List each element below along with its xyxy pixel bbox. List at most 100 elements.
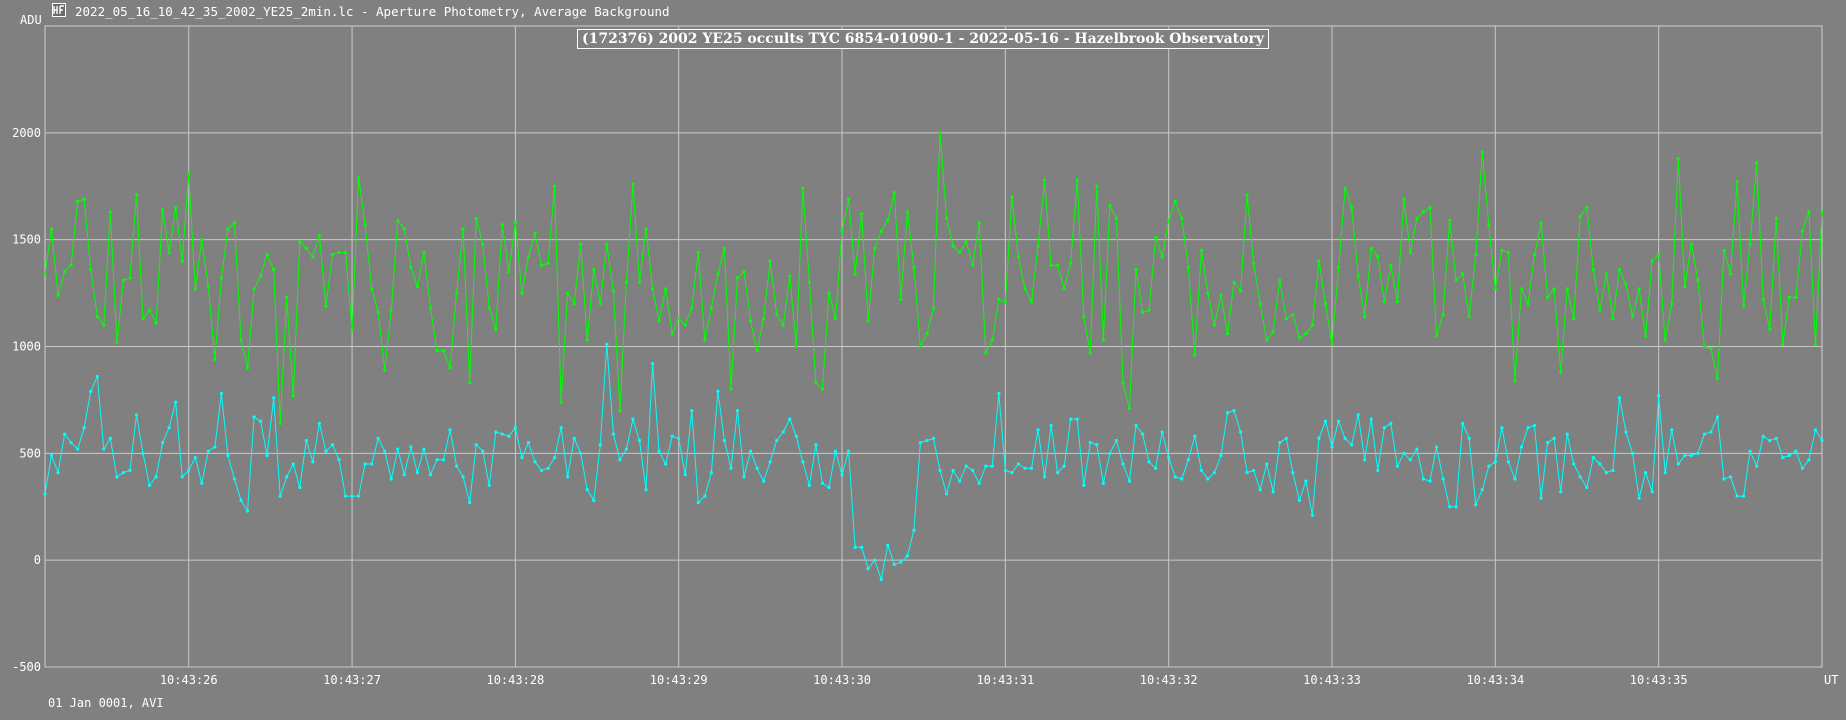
data-point <box>709 470 713 475</box>
data-point <box>1147 308 1151 312</box>
data-point <box>775 438 779 443</box>
data-point <box>762 317 766 321</box>
data-point <box>324 449 328 453</box>
data-point <box>683 323 687 327</box>
data-point <box>781 323 785 327</box>
data-point <box>1487 464 1491 468</box>
data-point <box>1787 453 1791 458</box>
data-point <box>1363 458 1367 462</box>
data-point <box>1696 278 1700 282</box>
data-point <box>370 287 374 291</box>
data-point <box>722 246 727 250</box>
data-point <box>1604 470 1609 475</box>
data-point <box>1728 475 1733 479</box>
data-point <box>350 494 354 498</box>
data-point <box>775 312 779 317</box>
data-point <box>1238 430 1243 434</box>
data-point <box>1323 302 1328 306</box>
data-point <box>1421 477 1426 481</box>
data-point <box>1010 470 1014 475</box>
data-point <box>1689 453 1693 458</box>
window-title: 2022_05_16_10_42_35_2002_YE25_2min.lc - … <box>75 4 670 19</box>
data-point <box>415 470 419 475</box>
data-point <box>1271 490 1275 494</box>
data-point <box>147 308 152 312</box>
data-point <box>1121 381 1125 385</box>
data-point <box>1454 278 1458 282</box>
data-point <box>709 306 713 310</box>
data-point <box>572 302 576 306</box>
data-point <box>1735 180 1739 184</box>
data-point <box>141 451 145 455</box>
data-point <box>330 443 335 447</box>
data-point <box>102 323 106 327</box>
y-tick-label: 2000 <box>12 126 41 140</box>
y-tick-label: 1500 <box>12 233 41 247</box>
data-point <box>566 475 570 479</box>
data-point <box>376 310 380 314</box>
data-point <box>1108 203 1112 208</box>
data-point <box>1572 462 1576 466</box>
data-point <box>559 426 563 430</box>
data-point <box>1382 300 1386 304</box>
data-point <box>611 432 615 436</box>
data-point <box>1428 479 1432 483</box>
data-point <box>1794 449 1798 453</box>
data-point <box>592 498 596 502</box>
data-point <box>82 197 86 201</box>
data-point <box>1585 206 1589 210</box>
data-point <box>1095 443 1099 447</box>
data-point <box>396 218 400 223</box>
data-point <box>592 267 596 272</box>
data-point <box>971 468 975 473</box>
data-point <box>1069 417 1073 421</box>
data-point <box>337 458 341 462</box>
data-point <box>1591 456 1595 460</box>
data-point <box>350 327 354 332</box>
data-point <box>716 272 720 276</box>
data-point <box>317 233 321 237</box>
data-point <box>1696 451 1700 455</box>
data-point <box>1036 244 1040 248</box>
data-point <box>690 409 694 413</box>
data-point <box>1369 246 1373 250</box>
data-point <box>1578 475 1582 479</box>
data-point <box>1291 470 1295 475</box>
data-point <box>1742 304 1746 308</box>
data-point <box>1565 432 1569 436</box>
data-point <box>781 430 785 434</box>
data-point <box>1212 323 1217 327</box>
data-point <box>428 473 433 477</box>
data-point <box>1559 490 1563 494</box>
data-point <box>1186 458 1190 462</box>
data-point <box>768 259 772 263</box>
data-point <box>62 432 67 436</box>
data-point <box>964 464 968 468</box>
data-point <box>585 338 589 342</box>
data-point <box>1709 347 1713 351</box>
data-point <box>1461 421 1465 426</box>
data-point <box>1173 199 1177 203</box>
data-point <box>1807 458 1811 462</box>
data-point <box>76 447 80 451</box>
data-point <box>213 445 217 449</box>
data-point <box>1624 282 1628 287</box>
data-point <box>206 285 210 289</box>
data-point <box>1199 468 1203 473</box>
data-point <box>160 441 165 445</box>
data-point <box>1761 297 1765 302</box>
data-point <box>1526 426 1530 430</box>
data-point <box>1088 441 1092 445</box>
data-point <box>343 250 348 255</box>
data-point <box>62 270 67 274</box>
data-point <box>115 475 119 479</box>
data-point <box>1820 438 1824 443</box>
data-point <box>696 500 700 505</box>
data-point <box>1238 289 1243 293</box>
data-point <box>49 227 54 231</box>
data-point <box>1487 223 1491 227</box>
data-point <box>1082 483 1086 487</box>
data-point <box>846 449 851 453</box>
data-point <box>154 321 158 325</box>
